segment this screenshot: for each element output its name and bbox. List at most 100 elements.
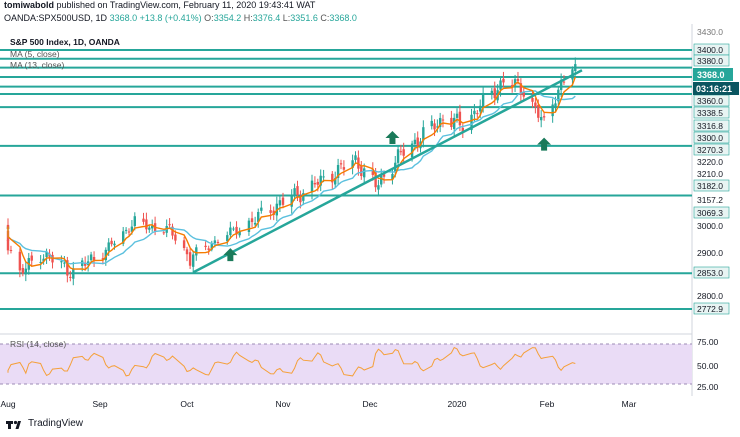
price-tick-label: 3000.0 — [697, 221, 723, 231]
candle-body — [410, 143, 414, 158]
price-level-tag — [693, 302, 730, 315]
candle-body — [461, 127, 465, 132]
candle-body — [479, 105, 482, 112]
open-value: 3354.2 — [213, 13, 242, 23]
price-tick-label: 3338.5 — [697, 108, 723, 118]
price-level-tag — [693, 119, 730, 132]
time-tick-label: 2020 — [448, 399, 467, 409]
candle-body — [113, 243, 116, 246]
candle-body — [441, 119, 445, 121]
candle-body — [39, 261, 42, 263]
candle-body — [416, 137, 419, 146]
brand-footer[interactable]: TradingView — [6, 418, 83, 429]
price-tick-label: 3360.0 — [697, 96, 723, 106]
candle-body — [470, 114, 473, 131]
candle-body — [260, 207, 263, 211]
candle-body — [422, 127, 425, 141]
candle-body — [510, 85, 514, 88]
candle-body — [229, 227, 232, 236]
price-tick-label: 2853.0 — [697, 268, 723, 278]
time-tick-label: Sep — [92, 399, 107, 409]
time-tick-label: Nov — [275, 399, 291, 409]
close-value: 3368.0 — [329, 13, 357, 23]
candle-body — [145, 219, 148, 230]
candle-body — [559, 79, 563, 90]
candle-body — [92, 256, 96, 261]
brand-name: TradingView — [28, 418, 84, 429]
candle-body — [226, 235, 229, 242]
candle-body — [402, 149, 405, 156]
candle-body — [452, 117, 456, 129]
tradingview-logo-icon — [6, 420, 21, 429]
candle-body — [522, 92, 525, 97]
high-value: 3376.4 — [252, 13, 281, 23]
candle-body — [238, 231, 241, 236]
candle-body — [191, 254, 195, 267]
price-level-tag — [693, 179, 730, 192]
candle-body — [290, 196, 293, 207]
candle-body — [195, 247, 198, 256]
candle-body — [371, 169, 375, 175]
rsi-tick-label: 25.00 — [697, 382, 719, 392]
trend-line — [192, 69, 583, 274]
candle-body — [101, 258, 105, 260]
candle-body — [534, 102, 537, 108]
candle-body — [110, 240, 113, 245]
candle-body — [430, 120, 433, 127]
price-tick-label: 3157.2 — [697, 195, 723, 205]
candle-body — [363, 168, 366, 178]
candle-body — [142, 218, 145, 222]
candle-body — [490, 90, 494, 95]
candle-body — [204, 245, 207, 248]
candle-body — [30, 255, 33, 261]
published-text: published on TradingView.com, February 1… — [56, 0, 316, 10]
candle-body — [182, 240, 186, 248]
candle-body — [281, 197, 285, 205]
candle-body — [458, 111, 462, 126]
candle-body — [272, 210, 275, 216]
up-arrow-icon — [537, 137, 552, 151]
price-tick-label: 3400.0 — [697, 45, 723, 55]
rsi-band — [0, 344, 692, 384]
candle-body — [60, 261, 63, 263]
ma5-line — [7, 76, 576, 271]
price-tick-label: 2900.0 — [697, 248, 723, 258]
candle-body — [21, 267, 25, 274]
candle-body — [377, 185, 380, 190]
candle-body — [542, 116, 546, 118]
candle-body — [253, 222, 257, 225]
symbol-label: OANDA:SPX500USD, 1D — [4, 13, 108, 23]
time-tick-label: Dec — [362, 399, 378, 409]
candle-body — [562, 81, 566, 83]
price-level-tag — [693, 131, 730, 144]
low-label: L: — [282, 13, 291, 23]
candle-body — [66, 260, 69, 276]
chart-area[interactable]: 75.00 50.00 25.00 3400.0 3380.0 3360.0 3338.5 3… — [0, 24, 740, 414]
last-price: 3368.0 — [109, 13, 138, 23]
candle-body — [322, 176, 325, 178]
close-label: C: — [320, 13, 330, 23]
ma13-line — [7, 90, 576, 265]
candle-body — [516, 78, 520, 82]
price-tick-label: 3300.0 — [697, 133, 723, 143]
price-level-tag — [693, 206, 730, 219]
candle-body — [476, 113, 479, 115]
candle-body — [537, 104, 540, 118]
candle-body — [247, 220, 251, 232]
candle-body — [539, 117, 543, 121]
rsi-line — [7, 346, 576, 377]
candle-body — [339, 163, 343, 165]
candles-group — [6, 57, 577, 286]
candle-body — [499, 80, 502, 90]
candle-body — [122, 231, 125, 244]
candle-body — [171, 226, 174, 236]
candle-body — [331, 173, 334, 183]
high-label: H: — [243, 13, 253, 23]
candle-body — [45, 251, 48, 258]
candle-body — [513, 79, 517, 86]
legend-ma13: MA (13, close) — [10, 60, 65, 70]
current-price-label: 3368.0 — [697, 70, 725, 80]
candle-body — [130, 226, 134, 232]
candle-body — [450, 117, 453, 128]
